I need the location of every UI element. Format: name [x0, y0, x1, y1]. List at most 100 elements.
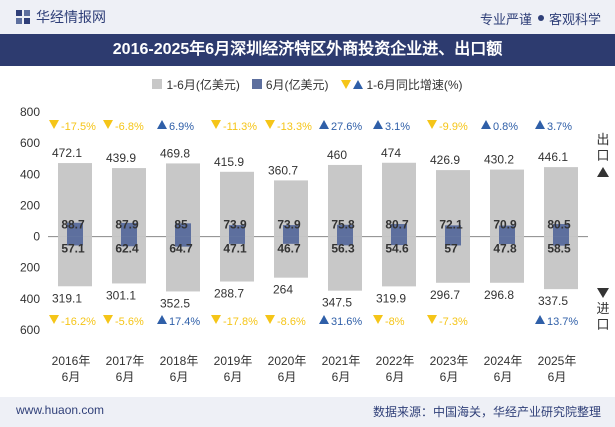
export-growth-label: 3.7%: [547, 121, 572, 133]
x-tick-label: 2024年: [484, 354, 523, 368]
import-growth-up-icon: [535, 315, 545, 324]
y-tick-label: 800: [20, 105, 40, 119]
import-june-label: 56.3: [331, 242, 355, 256]
export-growth-up-icon: [535, 120, 545, 129]
import-growth-label: -8%: [385, 316, 405, 328]
import-ytd-label: 319.1: [52, 291, 82, 305]
export-growth-down-icon: [265, 120, 275, 129]
x-tick-label: 2016年: [52, 354, 91, 368]
legend-item-ytd: 1-6月(亿美元): [152, 76, 240, 93]
legend-label-june: 6月(亿美元): [265, 77, 329, 92]
x-tick-label: 6月: [386, 370, 405, 384]
footer-url: www.huaon.com: [16, 403, 105, 417]
export-arrow-icon: [597, 167, 609, 177]
tagline: 专业严谨 客观科学: [480, 8, 601, 28]
y-tick-label: 400: [20, 167, 40, 181]
import-june-bar: [337, 236, 353, 246]
tagline-right: 客观科学: [548, 11, 601, 27]
y-tick-label: 400: [20, 292, 40, 306]
export-june-bar: [553, 224, 569, 237]
brand-logo-icon: [16, 10, 30, 24]
y-tick-label: 0: [33, 230, 40, 244]
export-growth-label: -11.3%: [223, 121, 257, 133]
import-growth-down-icon: [373, 315, 383, 324]
import-june-bar: [391, 236, 407, 246]
import-growth-label: -8.6%: [277, 316, 306, 328]
export-june-bar: [499, 225, 515, 237]
export-june-bar: [391, 224, 407, 237]
import-june-bar: [553, 236, 569, 246]
import-june-label: 57: [444, 242, 458, 256]
x-tick-label: 2019年: [214, 354, 253, 368]
export-growth-down-icon: [211, 120, 221, 129]
export-growth-label: 3.1%: [385, 121, 410, 133]
import-growth-label: 17.4%: [169, 316, 200, 328]
import-growth-down-icon: [265, 315, 275, 324]
import-june-label: 54.6: [385, 242, 409, 256]
export-ytd-label: 446.1: [538, 150, 568, 164]
export-june-bar: [445, 225, 461, 237]
import-growth-label: 13.7%: [547, 316, 578, 328]
x-tick-label: 6月: [440, 370, 459, 384]
x-tick-label: 6月: [332, 370, 351, 384]
import-growth-up-icon: [157, 315, 167, 324]
export-growth-label: -6.8%: [115, 121, 144, 133]
import-june-label: 62.4: [115, 242, 139, 256]
export-ytd-bar: [490, 169, 524, 237]
import-ytd-label: 337.5: [538, 294, 568, 308]
x-tick-label: 2022年: [376, 354, 415, 368]
import-ytd-bar: [490, 236, 524, 283]
export-ytd-label: 439.9: [106, 151, 136, 165]
legend: 1-6月(亿美元) 6月(亿美元) 1-6月同比增速(%): [0, 74, 615, 94]
import-ytd-label: 296.8: [484, 288, 514, 302]
export-june-label: 72.1: [439, 218, 463, 232]
x-tick-label: 6月: [62, 370, 81, 384]
export-growth-down-icon: [103, 120, 113, 129]
import-june-label: 47.8: [493, 242, 517, 256]
import-growth-label: -16.2%: [61, 316, 96, 328]
legend-label-ytd: 1-6月(亿美元): [166, 77, 240, 92]
export-growth-down-icon: [49, 120, 59, 129]
x-tick-label: 6月: [278, 370, 297, 384]
triangle-down-icon: [340, 79, 351, 89]
export-june-bar: [121, 222, 137, 237]
export-june-label: 75.8: [331, 218, 355, 232]
header-bar: 华经情报网 专业严谨 客观科学: [0, 0, 615, 34]
import-growth-label: -7.3%: [439, 316, 468, 328]
x-tick-label: 2017年: [106, 354, 145, 368]
import-june-bar: [499, 236, 515, 245]
y-tick-label: 600: [20, 323, 40, 337]
import-ytd-label: 301.1: [106, 288, 136, 302]
import-june-label: 46.7: [277, 242, 301, 256]
footer-bar: www.huaon.com 数据来源：中国海关，华经产业研究院整理: [0, 397, 615, 427]
export-ytd-label: 469.8: [160, 146, 190, 160]
export-ytd-label: 415.9: [214, 155, 244, 169]
x-tick-label: 2018年: [160, 354, 199, 368]
export-ytd-bar: [328, 164, 362, 237]
export-june-label: 73.9: [223, 218, 247, 232]
export-june-bar: [229, 225, 245, 237]
export-growth-down-icon: [427, 120, 437, 129]
import-growth-label: -5.6%: [115, 316, 144, 328]
export-growth-label: 27.6%: [331, 121, 362, 133]
export-growth-up-icon: [157, 120, 167, 129]
export-june-label: 73.9: [277, 218, 301, 232]
import-growth-down-icon: [49, 315, 59, 324]
footer-source: 数据来源：中国海关，华经产业研究院整理: [372, 405, 601, 419]
x-tick-label: 2023年: [430, 354, 469, 368]
x-tick-label: 6月: [494, 370, 513, 384]
import-ytd-label: 319.9: [376, 291, 406, 305]
import-growth-down-icon: [211, 315, 221, 324]
export-june-bar: [67, 222, 83, 237]
x-tick-label: 2020年: [268, 354, 307, 368]
y-tick-label: 200: [20, 198, 40, 212]
export-growth-label: -9.9%: [439, 121, 468, 133]
import-june-bar: [175, 236, 191, 247]
import-label-text: 进口: [596, 301, 610, 332]
import-ytd-label: 352.5: [160, 296, 190, 310]
export-growth-label: -17.5%: [61, 121, 96, 133]
import-june-bar: [229, 236, 245, 244]
export-growth-label: 6.9%: [169, 121, 194, 133]
